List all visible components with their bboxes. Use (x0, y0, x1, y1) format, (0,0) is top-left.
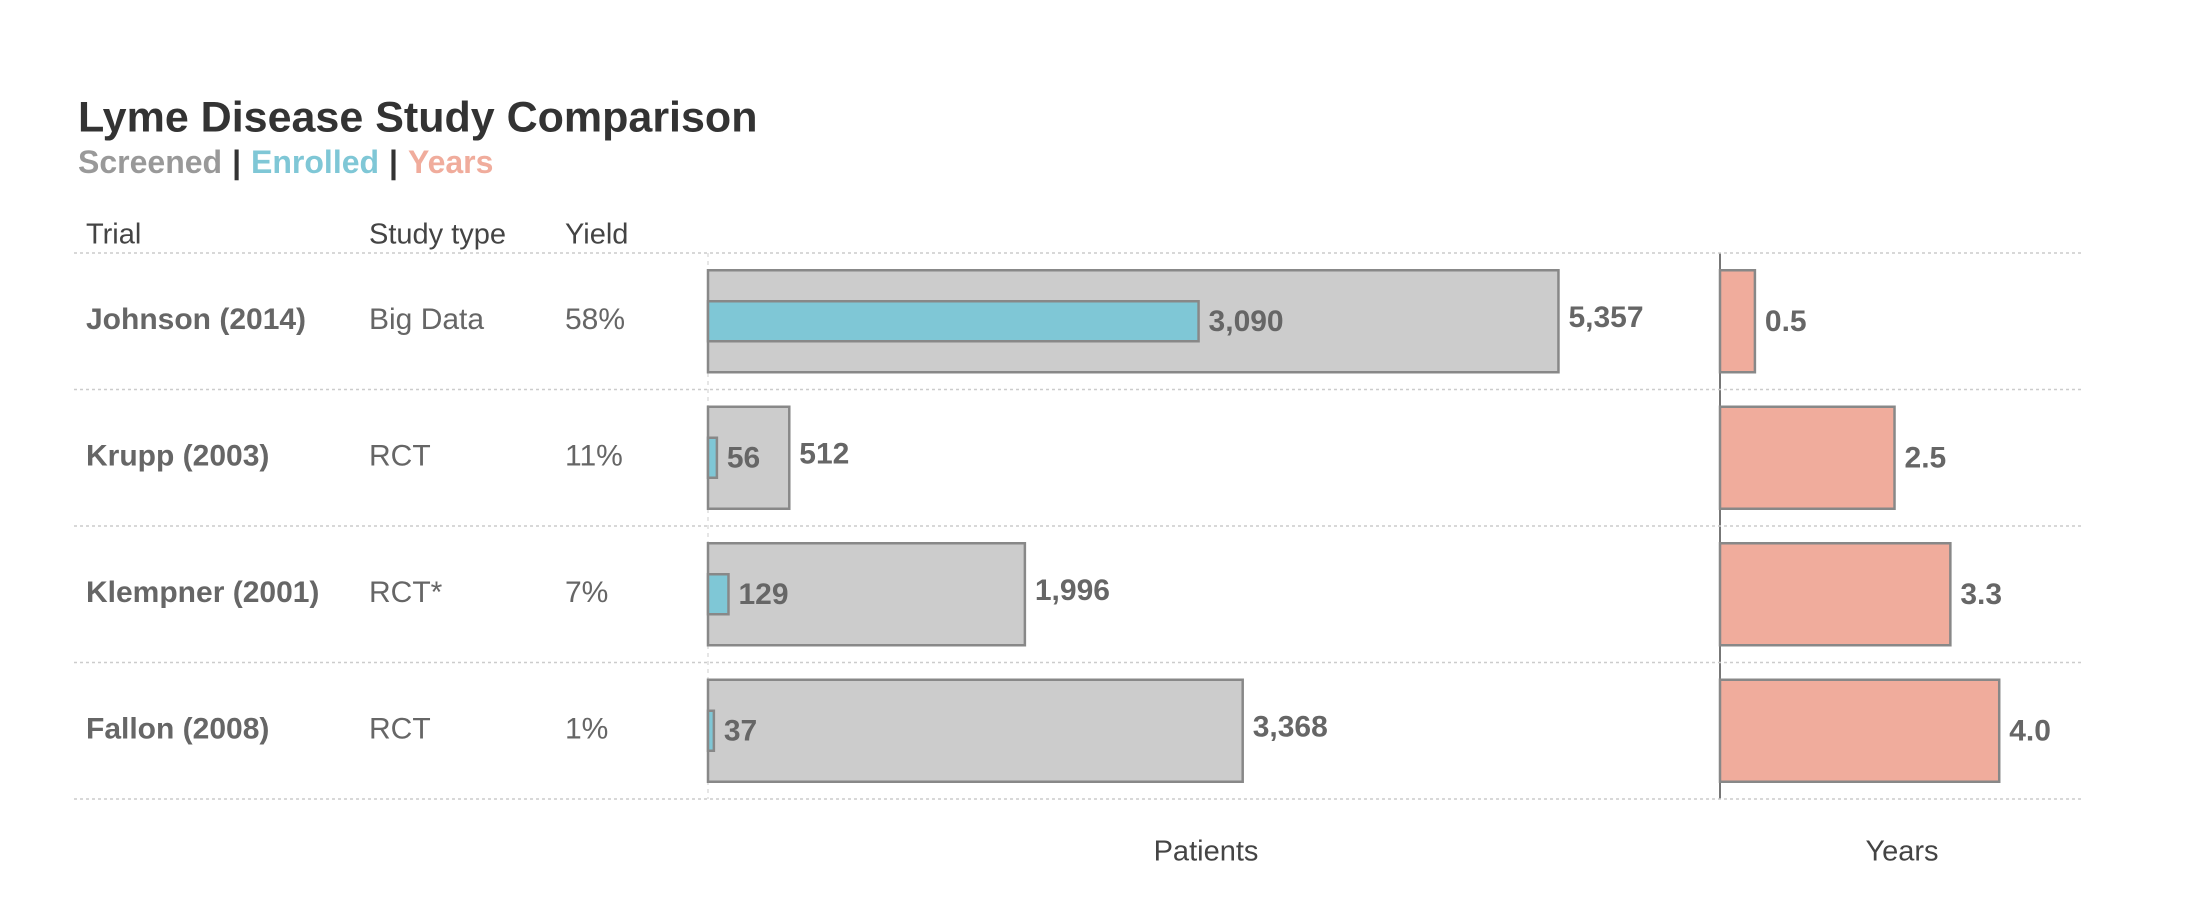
enrolled-bar (706, 436, 719, 479)
chart-title: Lyme Disease Study Comparison (78, 93, 757, 141)
value-label: 56 (727, 442, 760, 475)
trial-name: Krupp (2003) (86, 440, 269, 473)
yield: 1% (565, 713, 608, 746)
value-label: 37 (724, 715, 757, 748)
column-header: Trial (86, 219, 141, 251)
value-label: 2.5 (1905, 442, 1947, 475)
value-label: 4.0 (2009, 715, 2051, 748)
screened-bar (706, 678, 1244, 783)
column-header: Study type (369, 219, 506, 251)
legend: Screened | Enrolled | Years (78, 144, 493, 180)
value-label: 3,090 (1209, 305, 1284, 338)
value-label: 3,368 (1253, 711, 1328, 744)
years-bar (1718, 405, 1896, 510)
legend-entry: Years (408, 144, 493, 180)
trial-name: Klempner (2001) (86, 576, 319, 609)
legend-entry: Screened (78, 144, 222, 180)
x2-axis-label: Years (1865, 836, 1938, 868)
screened-bar (706, 542, 1027, 647)
yield: 11% (565, 440, 623, 473)
trial-name: Johnson (2014) (86, 303, 306, 336)
years-bar (1718, 269, 1757, 374)
value-label: 0.5 (1765, 305, 1807, 338)
yield: 7% (565, 576, 608, 609)
study-type: RCT* (369, 576, 443, 609)
legend-separator: | (232, 144, 241, 180)
legend-separator: | (389, 144, 398, 180)
trial-name: Fallon (2008) (86, 713, 269, 746)
value-label: 1,996 (1035, 574, 1110, 607)
value-label: 129 (738, 578, 788, 611)
yield: 58% (565, 303, 625, 336)
column-header: Yield (565, 219, 628, 251)
value-label: 3.3 (1960, 578, 2002, 611)
value-label: 512 (799, 438, 849, 471)
study-type: Big Data (369, 303, 484, 336)
x-axis-label: Patients (1154, 836, 1259, 868)
study-type: RCT (369, 713, 431, 746)
enrolled-bar (706, 300, 1200, 343)
value-label: 5,357 (1568, 301, 1643, 334)
study-type: RCT (369, 440, 431, 473)
enrolled-bar (706, 573, 730, 616)
years-bar (1718, 678, 2001, 783)
enrolled-bar (706, 709, 716, 752)
years-bar (1718, 542, 1952, 647)
legend-entry: Enrolled (251, 144, 379, 180)
